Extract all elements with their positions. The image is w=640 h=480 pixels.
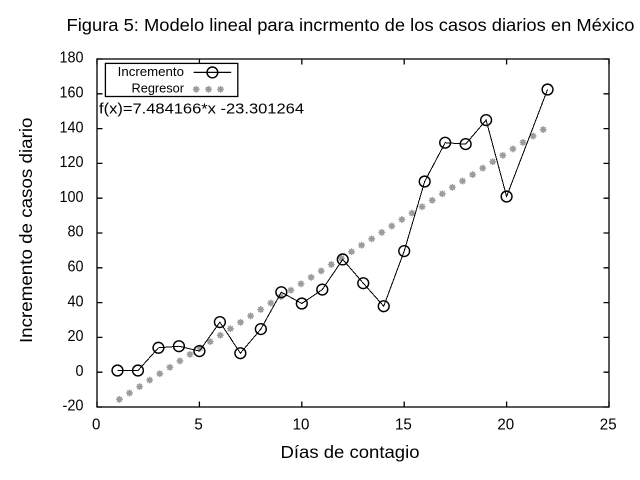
svg-text:5: 5	[194, 417, 202, 434]
svg-text:-20: -20	[63, 398, 84, 415]
svg-text:20: 20	[497, 417, 514, 434]
svg-text:Regresor: Regresor	[132, 81, 185, 96]
svg-text:40: 40	[68, 293, 84, 310]
svg-text:Incremento: Incremento	[118, 64, 184, 79]
svg-text:Días de contagio: Días de contagio	[281, 442, 420, 462]
svg-text:180: 180	[60, 50, 84, 67]
svg-text:25: 25	[600, 417, 617, 434]
svg-text:f(x)=7.484166*x -23.301264: f(x)=7.484166*x -23.301264	[99, 101, 304, 118]
svg-text:140: 140	[60, 119, 84, 136]
svg-text:Incremento de casos diario: Incremento de casos diario	[16, 118, 36, 344]
svg-text:20: 20	[68, 328, 84, 345]
svg-text:0: 0	[76, 363, 84, 380]
svg-text:Figura 5: Modelo lineal para i: Figura 5: Modelo lineal para incrmento d…	[67, 15, 635, 35]
svg-text:120: 120	[60, 154, 84, 171]
svg-text:0: 0	[92, 417, 100, 434]
svg-text:80: 80	[68, 224, 84, 241]
svg-text:60: 60	[68, 259, 84, 276]
svg-text:10: 10	[293, 417, 310, 434]
svg-text:15: 15	[395, 417, 412, 434]
svg-text:100: 100	[60, 189, 84, 206]
svg-text:160: 160	[60, 85, 84, 102]
